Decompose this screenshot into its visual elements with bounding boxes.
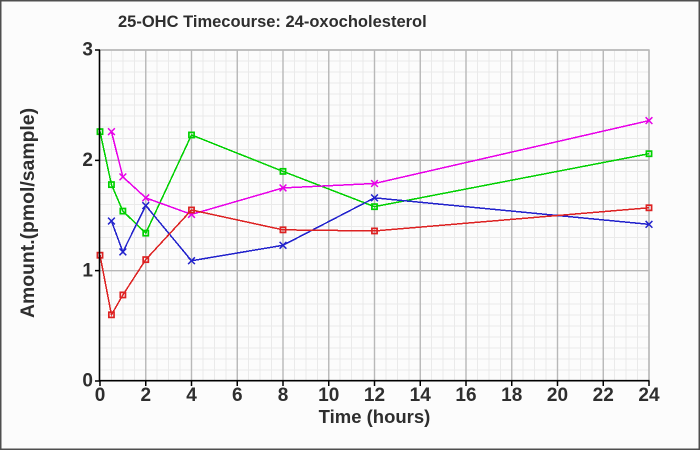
svg-text:0: 0 bbox=[82, 371, 93, 392]
svg-text:6: 6 bbox=[232, 385, 243, 406]
svg-text:10: 10 bbox=[318, 385, 339, 406]
svg-text:Time (hours): Time (hours) bbox=[319, 406, 431, 427]
svg-text:14: 14 bbox=[410, 385, 432, 406]
svg-text:12: 12 bbox=[364, 385, 385, 406]
svg-text:25-OHC Timecourse: 24-oxochole: 25-OHC Timecourse: 24-oxocholesterol bbox=[118, 13, 427, 31]
svg-text:16: 16 bbox=[455, 385, 476, 406]
svg-text:20: 20 bbox=[547, 385, 568, 406]
svg-text:8: 8 bbox=[278, 385, 289, 406]
svg-text:4: 4 bbox=[186, 385, 197, 406]
svg-text:18: 18 bbox=[501, 385, 522, 406]
svg-text:1: 1 bbox=[82, 260, 93, 281]
svg-text:3: 3 bbox=[82, 40, 93, 61]
svg-text:2: 2 bbox=[140, 385, 151, 406]
svg-text:22: 22 bbox=[593, 385, 614, 406]
svg-text:2: 2 bbox=[82, 150, 93, 171]
svg-text:Amount.(pmol/sample): Amount.(pmol/sample) bbox=[17, 108, 39, 318]
svg-text:24: 24 bbox=[638, 385, 660, 406]
svg-text:0: 0 bbox=[95, 385, 106, 406]
